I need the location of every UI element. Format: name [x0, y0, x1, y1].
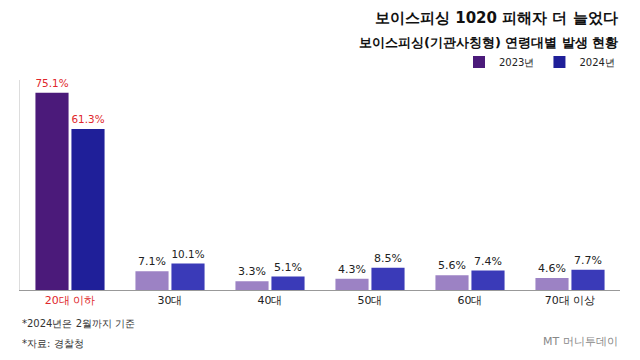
svg-text:20대 이하: 20대 이하 — [45, 294, 96, 307]
svg-text:8.5%: 8.5% — [374, 252, 402, 265]
svg-text:MT 머니투데이: MT 머니투데이 — [543, 335, 618, 348]
svg-text:61.3%: 61.3% — [71, 113, 104, 125]
svg-text:5.1%: 5.1% — [274, 261, 302, 274]
svg-text:보이스피싱(기관사칭형) 연령대별 발생 현황: 보이스피싱(기관사칭형) 연령대별 발생 현황 — [359, 35, 618, 50]
svg-text:30대: 30대 — [158, 294, 183, 307]
svg-text:*2024년은 2월까지 기준: *2024년은 2월까지 기준 — [22, 318, 135, 329]
svg-text:4.3%: 4.3% — [338, 263, 366, 276]
svg-text:2024년: 2024년 — [579, 57, 614, 68]
svg-text:5.6%: 5.6% — [438, 259, 466, 272]
svg-text:보이스피싱 1020 피해자 더 늘었다: 보이스피싱 1020 피해자 더 늘었다 — [375, 9, 618, 27]
svg-text:7.7%: 7.7% — [574, 254, 602, 267]
svg-text:2023년: 2023년 — [499, 57, 534, 68]
svg-text:7.4%: 7.4% — [474, 255, 502, 268]
svg-text:10.1%: 10.1% — [171, 248, 204, 260]
svg-text:40대: 40대 — [258, 294, 283, 307]
svg-text:70대 이상: 70대 이상 — [545, 294, 596, 307]
svg-text:75.1%: 75.1% — [35, 77, 68, 89]
svg-text:4.6%: 4.6% — [538, 262, 566, 275]
svg-text:60대: 60대 — [458, 294, 483, 307]
svg-text:7.1%: 7.1% — [138, 255, 166, 268]
svg-text:50대: 50대 — [358, 294, 383, 307]
svg-text:3.3%: 3.3% — [238, 265, 266, 278]
svg-text:*자료: 경찰청: *자료: 경찰청 — [22, 338, 84, 349]
